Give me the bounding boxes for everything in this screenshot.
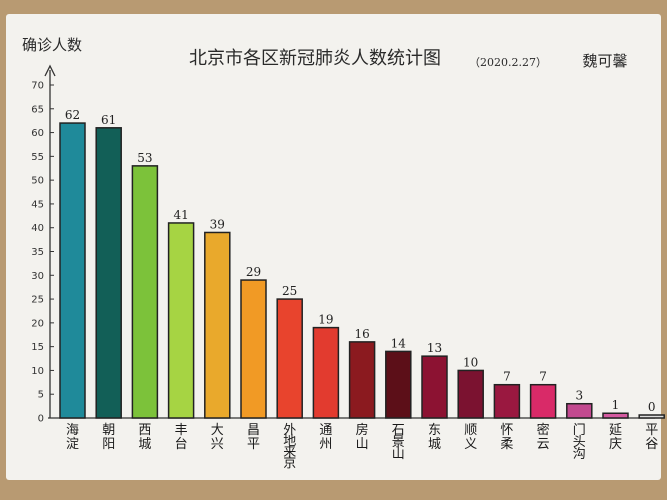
bar-3 — [131, 165, 159, 419]
data-label-10: 14 — [391, 336, 407, 350]
data-label-14: 7 — [539, 370, 547, 384]
y-tick-label: 35 — [31, 247, 44, 258]
category-label-10: 石景山 — [392, 423, 405, 462]
y-tick-label: 60 — [31, 128, 44, 139]
data-label-3: 53 — [137, 151, 152, 165]
data-label-1: 62 — [65, 108, 80, 122]
y-tick-label: 30 — [31, 271, 44, 282]
category-label-2: 朝阳 — [102, 423, 115, 452]
bar-14 — [529, 383, 557, 419]
category-label-13: 怀柔 — [500, 423, 513, 452]
y-tick-label: 10 — [31, 366, 44, 377]
bar-10 — [385, 350, 412, 419]
category-label-12: 顺义 — [464, 423, 477, 452]
chart-author: 魏可馨 — [582, 52, 627, 70]
y-tick-label: 5 — [38, 390, 44, 401]
bar-6 — [240, 279, 267, 419]
category-label-6: 昌平 — [247, 423, 260, 452]
category-label-4: 丰台 — [175, 423, 188, 452]
category-label-11: 东城 — [428, 423, 441, 452]
bar-12 — [457, 369, 484, 419]
data-label-8: 19 — [318, 313, 333, 327]
bar-8 — [312, 326, 340, 419]
data-label-17: 0 — [648, 400, 656, 414]
bar-16 — [602, 412, 629, 419]
y-tick-label: 50 — [31, 176, 44, 187]
category-label-16: 延庆 — [609, 423, 622, 452]
data-label-15: 3 — [575, 389, 583, 403]
category-label-7: 外地来京 — [283, 423, 296, 471]
y-tick-label: 25 — [31, 295, 44, 306]
y-tick-label: 45 — [31, 199, 44, 210]
data-label-7: 25 — [282, 284, 297, 298]
category-label-17: 平谷 — [645, 423, 658, 452]
y-tick-label: 15 — [31, 342, 44, 353]
category-label-9: 房山 — [356, 422, 369, 452]
data-label-6: 29 — [246, 265, 261, 279]
data-label-5: 39 — [210, 217, 225, 231]
category-label-15: 门头沟 — [573, 423, 586, 462]
y-tick-label: 40 — [31, 223, 44, 234]
bar-9 — [348, 341, 376, 419]
data-label-11: 13 — [427, 341, 442, 355]
category-label-14: 密云 — [537, 422, 550, 452]
category-label-1: 海淀 — [66, 423, 79, 452]
bar-11 — [421, 355, 448, 419]
data-label-16: 1 — [612, 398, 620, 412]
data-label-2: 61 — [101, 113, 116, 127]
data-label-9: 16 — [354, 327, 369, 341]
chart-date: （2020.2.27） — [469, 56, 547, 69]
y-tick-label: 65 — [31, 104, 44, 115]
y-tick-label: 55 — [31, 152, 44, 163]
y-tick-label: 70 — [31, 81, 44, 92]
y-axis-arrow — [44, 64, 56, 77]
bar-7 — [276, 298, 303, 419]
data-label-13: 7 — [503, 370, 511, 384]
y-tick-label: 0 — [38, 414, 44, 425]
bar-2 — [95, 127, 122, 419]
category-label-5: 大兴 — [211, 423, 224, 452]
bar-5 — [204, 231, 231, 419]
category-label-8: 通州 — [319, 423, 332, 452]
y-ticks: 0 5 10 15 20 25 30 35 40 45 50 55 60 65 70 — [31, 81, 54, 425]
bars — [59, 122, 665, 419]
chart-title: 北京市各区新冠肺炎人数统计图 — [189, 48, 441, 69]
category-label-3: 西城 — [138, 423, 151, 452]
bar-4 — [167, 222, 195, 419]
data-label-12: 10 — [463, 355, 478, 369]
y-tick-label: 20 — [31, 318, 44, 329]
bar-13 — [493, 383, 521, 419]
y-axis-label: 确诊人数 — [22, 36, 82, 54]
data-label-4: 41 — [173, 208, 188, 222]
bar-1 — [59, 122, 86, 419]
bar-15 — [566, 402, 593, 419]
bar-17 — [638, 414, 665, 419]
